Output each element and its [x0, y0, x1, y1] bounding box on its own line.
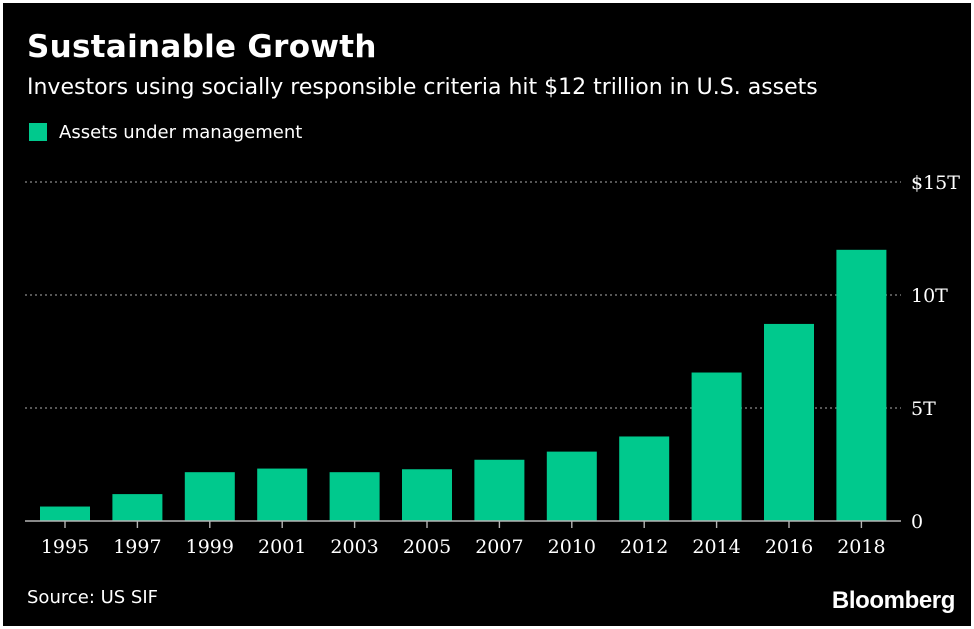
y-tick-label: 5T: [911, 398, 936, 420]
bar: [764, 323, 814, 521]
y-tick-label: 0: [911, 511, 923, 533]
bar: [546, 451, 597, 521]
source-note: Source: US SIF: [27, 587, 159, 608]
bar: [619, 436, 670, 521]
bar-chart: 0 5T 10T $15T 1995 1997 1999 2001 2003 2005 2007 2…: [25, 172, 960, 558]
chart-subtitle: Investors using socially responsible cri…: [27, 75, 818, 100]
gridlines: [25, 181, 901, 409]
x-axis-labels: 1995 1997 1999 2001 2003 2005 2007 2010 2012 2014…: [41, 536, 886, 558]
x-tick-label: 2010: [548, 536, 596, 558]
x-tick-label: 1997: [113, 536, 161, 558]
x-tick-label: 2014: [692, 536, 740, 558]
bar: [112, 494, 163, 521]
y-tick-label: $15T: [911, 172, 960, 194]
bars: [40, 249, 887, 522]
bar: [40, 506, 90, 521]
x-tick-label: 2005: [403, 536, 451, 558]
x-tick-label: 2018: [837, 536, 885, 558]
chart-title: Sustainable Growth: [27, 29, 377, 65]
bar: [691, 372, 742, 521]
bar: [184, 472, 235, 521]
bloomberg-logo: Bloomberg: [831, 587, 955, 614]
y-axis-labels: 0 5T 10T $15T: [911, 172, 960, 533]
bar: [257, 468, 308, 521]
bar: [329, 472, 380, 521]
y-tick-label: 10T: [911, 285, 948, 307]
bar: [836, 249, 887, 522]
x-tick-label: 2012: [620, 536, 668, 558]
x-tick-label: 1999: [186, 536, 234, 558]
x-tick-label: 2003: [330, 536, 378, 558]
legend: Assets under management: [29, 119, 302, 145]
bar: [474, 459, 525, 521]
legend-label: Assets under management: [59, 121, 303, 143]
chart-panel: Sustainable Growth Investors using socia…: [3, 3, 971, 626]
x-tick-label: 1995: [41, 536, 89, 558]
x-tick-label: 2001: [258, 536, 306, 558]
x-tick-label: 2007: [475, 536, 523, 558]
x-axis: [25, 520, 901, 528]
x-tick-label: 2016: [765, 536, 813, 558]
legend-swatch: [29, 123, 47, 141]
bar: [402, 469, 452, 521]
